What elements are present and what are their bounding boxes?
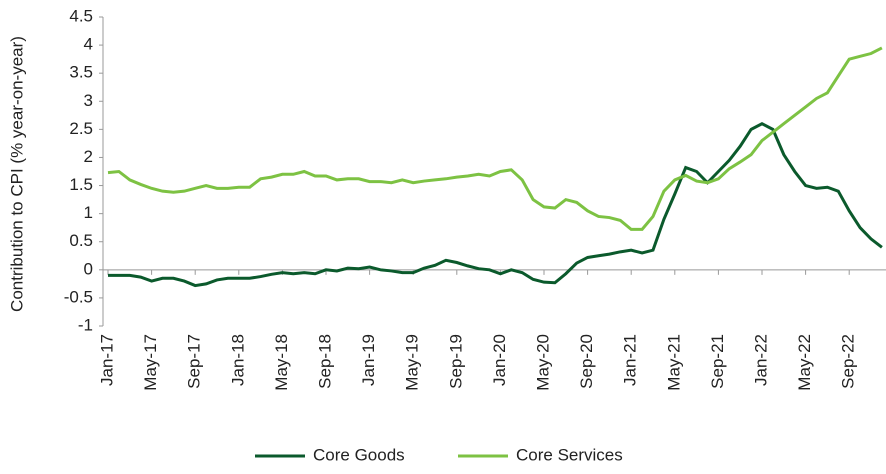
x-tick-label: May-20 bbox=[533, 334, 552, 391]
x-tick-label: Jan-20 bbox=[490, 334, 509, 386]
x-tick-label: Jan-19 bbox=[359, 334, 378, 386]
x-tick-label: Jan-22 bbox=[751, 334, 770, 386]
x-tick-label: May-17 bbox=[141, 334, 160, 391]
y-tick-label: 1.5 bbox=[69, 175, 93, 194]
x-tick-label: May-22 bbox=[795, 334, 814, 391]
legend-label: Core Services bbox=[516, 445, 623, 464]
y-tick-label: -0.5 bbox=[64, 287, 93, 306]
y-tick-label: -1 bbox=[78, 315, 93, 334]
x-tick-label: Sep-22 bbox=[839, 334, 858, 389]
y-tick-label: 0.5 bbox=[69, 231, 93, 250]
x-tick-label: Sep-17 bbox=[185, 334, 204, 389]
x-tick-label: Sep-21 bbox=[708, 334, 727, 389]
x-tick-label: Sep-20 bbox=[577, 334, 596, 389]
x-tick-label: May-18 bbox=[272, 334, 291, 391]
series-line bbox=[108, 122, 883, 288]
x-tick-label: Jan-17 bbox=[97, 334, 116, 386]
x-tick-label: May-19 bbox=[403, 334, 422, 391]
y-tick-label: 3 bbox=[84, 91, 93, 110]
y-tick-label: 1 bbox=[84, 203, 93, 222]
x-tick-label: May-21 bbox=[664, 334, 683, 391]
y-tick-label: 3.5 bbox=[69, 63, 93, 82]
y-tick-label: 2.5 bbox=[69, 119, 93, 138]
legend-label: Core Goods bbox=[313, 445, 405, 464]
x-tick-label: Jan-18 bbox=[228, 334, 247, 386]
series-line bbox=[107, 46, 883, 231]
y-tick-label: 0 bbox=[84, 259, 93, 278]
x-tick-label: Sep-19 bbox=[446, 334, 465, 389]
x-tick-label: Sep-18 bbox=[315, 334, 334, 389]
y-axis-title: Contribution to CPI (% year-on-year) bbox=[7, 36, 26, 312]
y-tick-label: 2 bbox=[84, 147, 93, 166]
y-tick-label: 4.5 bbox=[69, 6, 93, 25]
x-tick-label: Jan-21 bbox=[621, 334, 640, 386]
y-tick-label: 4 bbox=[84, 35, 93, 54]
